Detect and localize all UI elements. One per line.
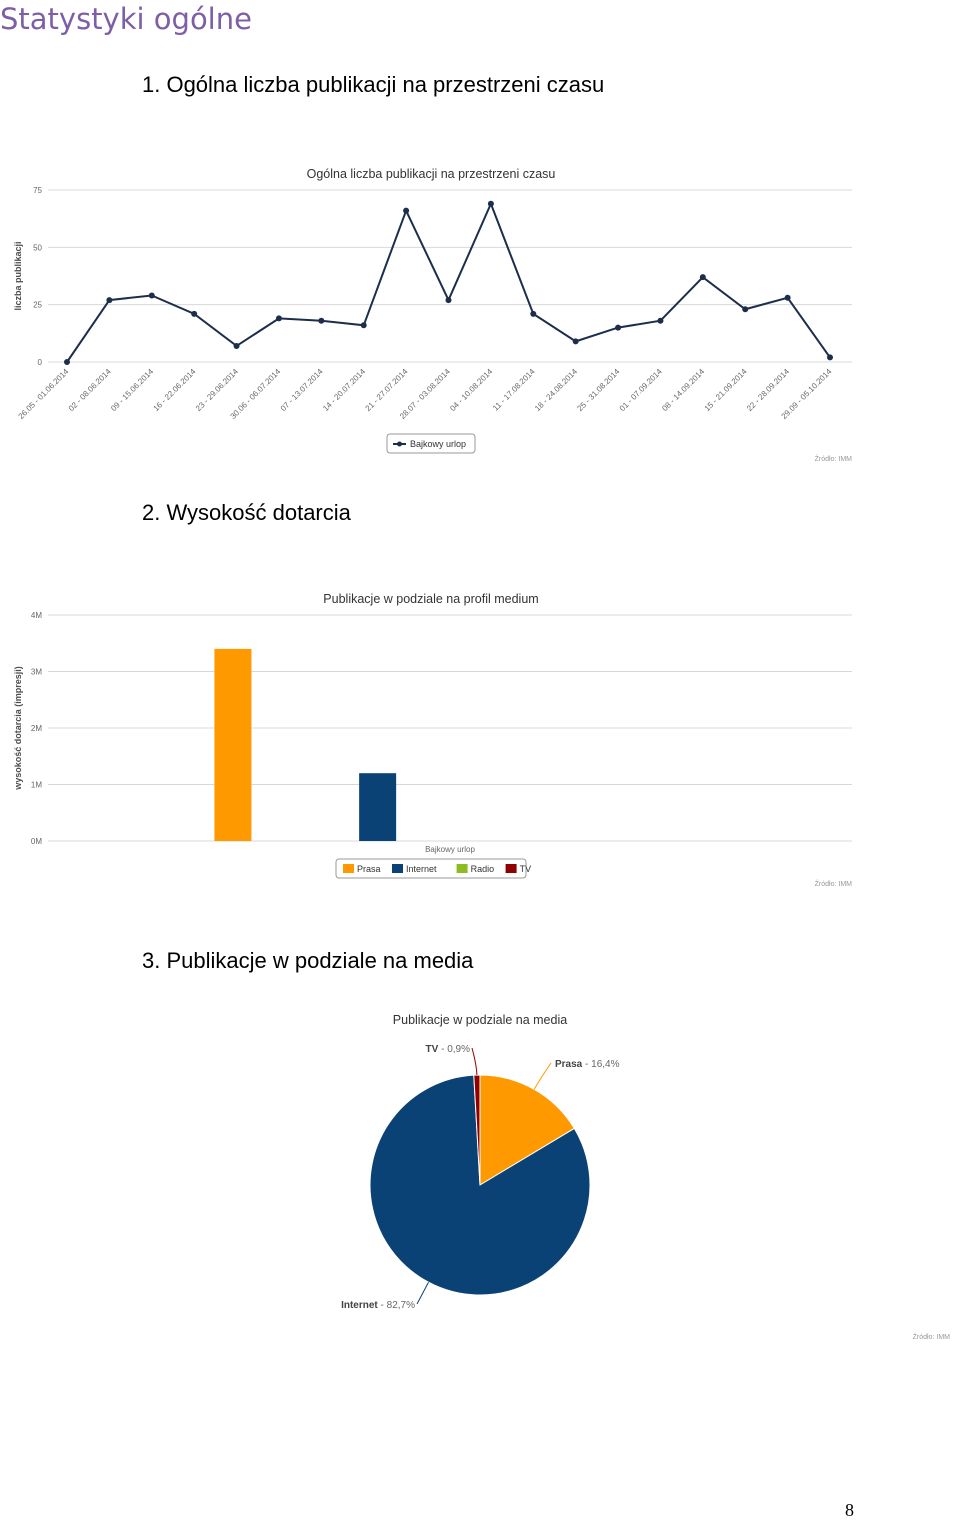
data-point	[233, 342, 240, 349]
y-tick-label: 25	[33, 301, 42, 310]
chart-title: Publikacje w podziale na media	[393, 1013, 567, 1027]
chart-title: Ogólna liczba publikacji na przestrzeni …	[307, 167, 556, 181]
data-point	[487, 200, 494, 207]
data-point	[191, 310, 198, 317]
data-point	[106, 297, 113, 304]
pie-label-name: TV	[426, 1044, 439, 1055]
x-tick-label: 11 - 17.08.2014	[491, 367, 537, 413]
chart-credit: Źródło: IMM	[815, 454, 853, 463]
x-tick-label: 01 - 07.09.2014	[618, 367, 664, 413]
legend-swatch	[343, 864, 354, 873]
x-tick-label: 08 - 14.09.2014	[660, 367, 706, 413]
chart-credit: Źródło: IMM	[913, 1332, 951, 1341]
bar-internet	[359, 773, 397, 841]
x-tick-label: 26.05 - 01.06.2014	[17, 367, 71, 421]
section-heading-media: 3. Publikacje w podziale na media	[142, 948, 474, 973]
x-tick-label: 02 - 08.06.2014	[67, 367, 113, 413]
legend-label: Radio	[471, 864, 495, 874]
x-category-label: Bajkowy urlop	[425, 845, 475, 854]
legend-label: Prasa	[357, 864, 381, 874]
legend-label: Internet	[406, 864, 437, 874]
y-tick-label: 0M	[31, 837, 42, 846]
legend-label: TV	[520, 864, 532, 874]
pie-label-value: - 0,9%	[438, 1044, 470, 1055]
data-point	[360, 322, 367, 329]
pie-connector	[416, 1281, 429, 1305]
y-axis-title: wysokość dotarcia (impresji)	[13, 666, 23, 791]
pie-label-name: Prasa	[555, 1059, 583, 1070]
data-point	[318, 317, 325, 324]
y-tick-label: 0	[38, 358, 43, 367]
chart-title: Publikacje w podziale na profil medium	[323, 592, 538, 606]
section-heading-reach: 2. Wysokość dotarcia	[142, 500, 351, 525]
pie-connector	[471, 1047, 478, 1076]
legend-swatch	[456, 864, 468, 873]
x-tick-label: 22 - 28.09.2014	[745, 367, 791, 413]
x-tick-label: 09 - 15.06.2014	[109, 367, 155, 413]
y-tick-label: 4M	[31, 611, 42, 620]
data-point	[403, 207, 410, 214]
pie-label-name: Internet	[341, 1300, 378, 1311]
bar-chart-container: Publikacje w podziale na profil medium 0M…	[0, 585, 860, 895]
x-tick-label: 16 - 22.06.2014	[152, 367, 198, 413]
data-point	[699, 274, 706, 281]
x-tick-label: 04 - 10.08.2014	[448, 367, 494, 413]
data-point	[530, 310, 537, 317]
y-tick-label: 3M	[31, 668, 42, 677]
x-tick-label: 23 - 29.06.2014	[194, 367, 240, 413]
data-point	[827, 354, 833, 361]
x-tick-label: 21 - 27.07.2014	[364, 367, 410, 413]
publications-line-chart: Ogólna liczba publikacji na przestrzeni …	[13, 167, 853, 463]
pie-label: TV - 0,9%	[426, 1044, 471, 1055]
y-tick-label: 75	[33, 186, 42, 195]
legend-point-marker	[397, 441, 402, 447]
data-point	[148, 292, 155, 299]
x-tick-label: 14 - 20.07.2014	[321, 367, 367, 413]
x-tick-label: 07 - 13.07.2014	[279, 367, 325, 413]
x-tick-label: 18 - 24.08.2014	[533, 367, 579, 413]
pie-label: Internet - 82,7%	[341, 1300, 415, 1311]
data-point	[445, 297, 452, 304]
x-tick-label: 15 - 21.09.2014	[703, 367, 749, 413]
data-point	[615, 324, 622, 331]
data-point	[784, 294, 791, 301]
reach-bar-chart: Publikacje w podziale na profil medium 0M…	[13, 592, 853, 888]
series-line	[66, 201, 831, 363]
x-tick-label: 25 - 31.08.2014	[575, 367, 621, 413]
legend-box	[386, 433, 476, 454]
data-point	[742, 306, 749, 313]
data-point	[657, 317, 664, 324]
data-point	[572, 338, 579, 345]
legend-box	[335, 858, 527, 879]
y-tick-label: 2M	[31, 724, 42, 733]
section-heading-timeline: 1. Ogólna liczba publikacji na przestrze…	[142, 72, 605, 97]
y-tick-label: 50	[33, 243, 42, 252]
page-title: Statystyki ogólne	[0, 2, 252, 36]
data-point	[64, 359, 70, 365]
y-tick-label: 1M	[31, 781, 42, 790]
pie-connector	[533, 1062, 552, 1090]
page-number: 8	[845, 1500, 854, 1520]
bar-prasa	[214, 648, 252, 841]
data-point	[275, 315, 282, 322]
line-chart-container: Ogólna liczba publikacji na przestrzeni …	[0, 160, 860, 470]
pie-slice-prasa	[479, 1074, 576, 1186]
pie-label: Prasa - 16,4%	[555, 1059, 620, 1070]
y-axis-title: liczba publikacji	[13, 241, 23, 310]
legend-swatch	[392, 864, 403, 873]
legend-swatch	[505, 864, 517, 873]
pie-chart-container: Publikacje w podziale na media Prasa - 16…	[0, 1005, 960, 1345]
legend-label: Bajkowy urlop	[410, 439, 466, 449]
chart-credit: Źródło: IMM	[815, 879, 853, 888]
pie-label-value: - 16,4%	[582, 1059, 619, 1070]
media-pie-chart: Publikacje w podziale na media Prasa - 16…	[341, 1013, 951, 1341]
pie-label-value: - 82,7%	[378, 1300, 415, 1311]
